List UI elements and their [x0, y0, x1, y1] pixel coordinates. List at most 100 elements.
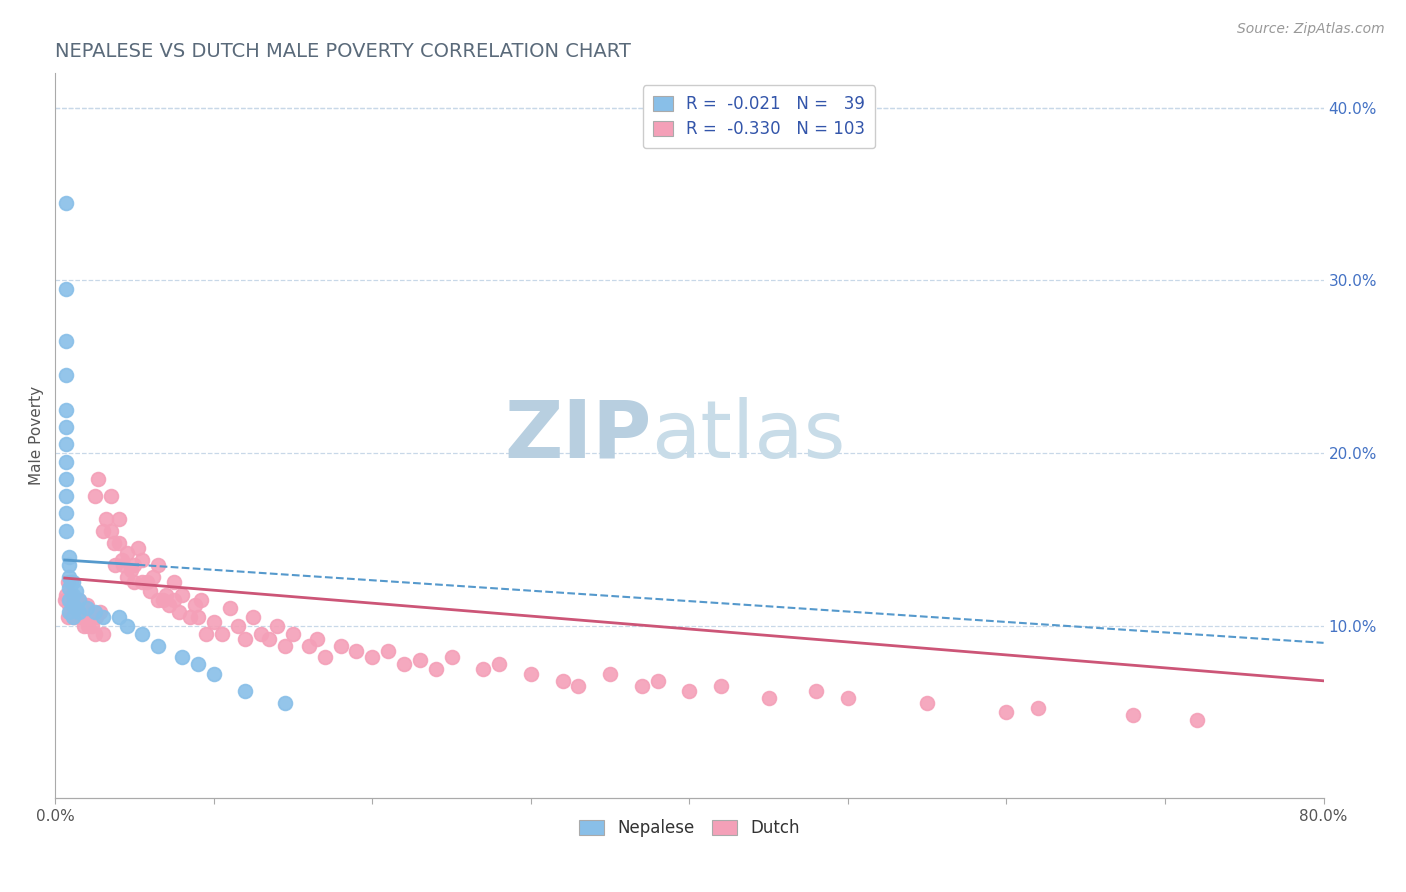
Point	[187, 657, 209, 671]
Point	[62, 598, 84, 612]
Point	[127, 541, 149, 555]
Point	[58, 605, 80, 619]
Point	[58, 592, 80, 607]
Point	[235, 632, 257, 647]
Point	[599, 666, 621, 681]
Point	[66, 601, 89, 615]
Point	[75, 605, 97, 619]
Point	[55, 195, 77, 210]
Point	[710, 679, 733, 693]
Point	[678, 684, 700, 698]
Point	[425, 662, 447, 676]
Point	[344, 644, 367, 658]
Point	[107, 610, 129, 624]
Point	[76, 601, 98, 615]
Point	[60, 588, 83, 602]
Point	[235, 684, 257, 698]
Point	[281, 627, 304, 641]
Point	[157, 598, 180, 612]
Point	[53, 592, 76, 607]
Point	[488, 657, 510, 671]
Point	[187, 610, 209, 624]
Point	[55, 524, 77, 538]
Point	[440, 649, 463, 664]
Point	[55, 507, 77, 521]
Point	[392, 657, 415, 671]
Point	[211, 627, 233, 641]
Point	[100, 524, 122, 538]
Point	[100, 489, 122, 503]
Point	[314, 649, 336, 664]
Point	[94, 511, 117, 525]
Point	[131, 575, 153, 590]
Point	[124, 575, 146, 590]
Point	[115, 546, 138, 560]
Point	[58, 549, 80, 564]
Point	[55, 368, 77, 383]
Point	[76, 598, 98, 612]
Point	[170, 588, 193, 602]
Point	[65, 584, 87, 599]
Point	[202, 615, 225, 629]
Point	[190, 592, 212, 607]
Point	[170, 649, 193, 664]
Point	[55, 455, 77, 469]
Point	[58, 581, 80, 595]
Point	[115, 570, 138, 584]
Point	[58, 558, 80, 573]
Point	[131, 627, 153, 641]
Point	[148, 640, 170, 654]
Point	[83, 489, 105, 503]
Point	[1122, 708, 1144, 723]
Point	[915, 696, 938, 710]
Point	[91, 524, 114, 538]
Text: atlas: atlas	[651, 397, 845, 475]
Point	[67, 605, 90, 619]
Point	[55, 420, 77, 434]
Point	[89, 605, 111, 619]
Point	[103, 535, 125, 549]
Point	[55, 334, 77, 348]
Point	[80, 618, 103, 632]
Point	[647, 673, 669, 688]
Point	[112, 558, 135, 573]
Point	[67, 605, 90, 619]
Point	[111, 553, 134, 567]
Point	[472, 662, 495, 676]
Point	[76, 610, 98, 624]
Point	[179, 610, 201, 624]
Point	[115, 618, 138, 632]
Point	[62, 575, 84, 590]
Point	[202, 666, 225, 681]
Point	[65, 601, 87, 615]
Point	[274, 696, 297, 710]
Point	[83, 627, 105, 641]
Point	[55, 489, 77, 503]
Legend: Nepalese, Dutch: Nepalese, Dutch	[572, 813, 806, 844]
Point	[67, 592, 90, 607]
Point	[136, 575, 159, 590]
Point	[120, 563, 142, 577]
Point	[806, 684, 828, 698]
Point	[257, 632, 280, 647]
Point	[104, 558, 127, 573]
Point	[55, 437, 77, 451]
Point	[65, 592, 87, 607]
Point	[242, 610, 264, 624]
Point	[148, 592, 170, 607]
Point	[758, 691, 780, 706]
Text: ZIP: ZIP	[505, 397, 651, 475]
Point	[218, 601, 240, 615]
Point	[69, 610, 91, 624]
Point	[139, 584, 162, 599]
Point	[86, 610, 108, 624]
Point	[91, 627, 114, 641]
Point	[77, 618, 100, 632]
Point	[551, 673, 574, 688]
Point	[58, 598, 80, 612]
Point	[250, 627, 273, 641]
Point	[1026, 701, 1049, 715]
Point	[56, 610, 79, 624]
Point	[520, 666, 543, 681]
Point	[567, 679, 589, 693]
